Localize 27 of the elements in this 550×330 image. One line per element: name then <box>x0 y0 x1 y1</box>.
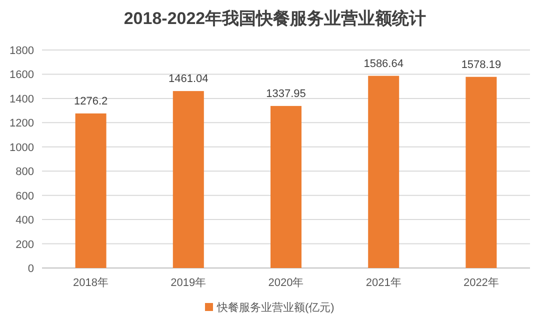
y-tick-label: 1600 <box>10 69 34 82</box>
y-tick-label: 1400 <box>10 93 34 106</box>
data-label: 1337.95 <box>266 88 306 100</box>
data-label: 1276.2 <box>74 95 108 108</box>
data-label: 1578.19 <box>461 58 502 71</box>
bar <box>270 106 302 268</box>
chart-title: 2018-2022年我国快餐服务业营业额统计 <box>124 9 426 28</box>
data-label: 1461.04 <box>168 73 208 86</box>
y-tick-label: 1000 <box>10 142 34 154</box>
x-tick-label: 2018年 <box>73 277 109 289</box>
y-tick-label: 800 <box>16 166 34 178</box>
legend-label: 快餐服务业营业额(亿元) <box>216 301 334 314</box>
bar <box>368 76 400 268</box>
y-tick-label: 0 <box>28 263 34 275</box>
x-tick-label: 2019年 <box>170 277 206 289</box>
y-tick-label: 200 <box>16 238 34 251</box>
x-tick-label: 2020年 <box>268 277 304 289</box>
bar <box>172 91 204 268</box>
y-tick-label: 400 <box>16 214 34 227</box>
y-tick-label: 600 <box>16 190 34 202</box>
data-label: 1586.64 <box>364 58 404 70</box>
y-tick-label: 1200 <box>10 118 34 130</box>
x-tick-label: 2021年 <box>366 277 402 289</box>
bar <box>75 113 106 268</box>
bar <box>466 76 497 268</box>
x-tick-label: 2022年 <box>463 277 499 289</box>
y-tick-label: 1800 <box>10 45 34 57</box>
